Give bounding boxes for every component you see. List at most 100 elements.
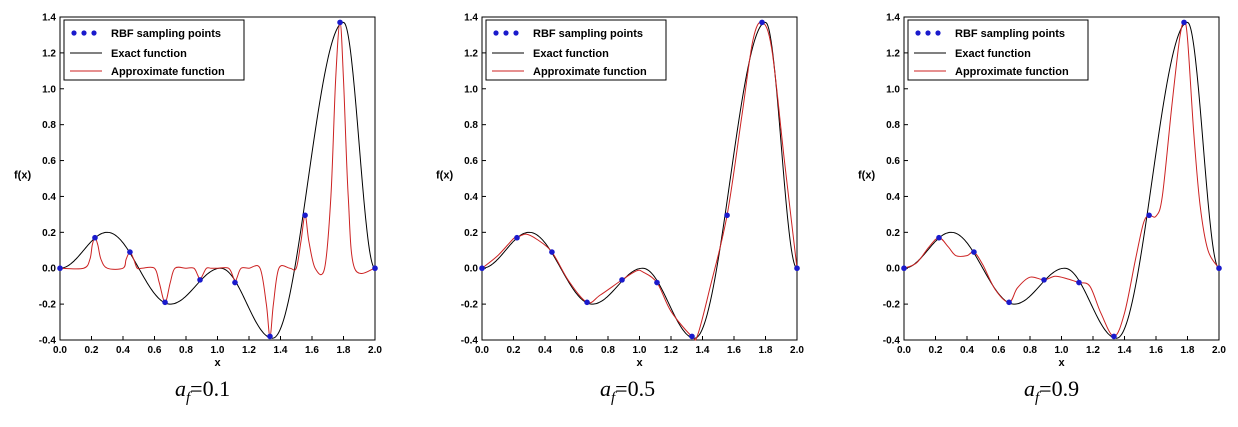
x-tick-label: 1.6 [1149,345,1163,356]
rbf-sampling-point [584,299,590,306]
rbf-sampling-point [1146,212,1152,219]
caption-symbol: a [600,376,611,401]
caption-subscript: f [611,390,616,406]
rbf-sampling-point [1076,279,1082,286]
rbf-sampling-point [127,249,133,255]
y-tick-label: 1.2 [886,48,900,59]
x-tick-label: 2.0 [1212,345,1226,356]
chart-svg-2: 0.0 0.2 0.4 0.6 0.8 1.0 1.2 1.4 1.6 1.8 2.0 -0.4 -0.… [436,13,804,370]
rbf-sampling-point [549,249,555,255]
x-tick-label: 1.0 [633,345,647,356]
x-tick-label: 0.6 [148,345,162,356]
caption-subscript: f [1035,390,1040,406]
rbf-sampling-point [514,234,520,241]
y-tick-label: -0.4 [461,336,479,347]
y-tick-label: -0.4 [883,336,901,347]
x-tick-label: 0.6 [570,345,584,356]
chart-panel-2: 0.0 0.2 0.4 0.6 0.8 1.0 1.2 1.4 1.6 1.8 2.0 -0.4 -0.… [422,0,822,427]
caption-2: af=0.5 [600,376,655,416]
legend-box [907,19,1089,81]
caption-value: =0.9 [1039,376,1080,401]
rbf-sampling-point [479,265,485,272]
caption-1: af=0.1 [175,376,230,416]
x-axis-label: x [214,357,221,369]
rbf-sampling-point [1111,333,1117,340]
y-tick-label: 1.2 [464,48,478,59]
legend-box [485,19,667,81]
rbf-sampling-point [1216,265,1222,272]
x-tick-label: 0.0 [475,345,489,356]
caption-symbol: a [175,376,186,401]
x-tick-label: 2.0 [790,345,804,356]
rbf-sampling-point [971,249,977,255]
legend-box [63,19,245,81]
y-tick-label: -0.2 [883,300,901,311]
y-tick-label: 0.0 [464,264,478,275]
x-tick-label: 1.8 [1181,345,1195,356]
caption-value: =0.5 [615,376,656,401]
x-tick-label: 1.4 [274,345,288,356]
legend-point-marker [935,30,941,36]
rbf-sampling-point [1041,277,1047,283]
rbf-sampling-point [302,212,308,219]
exact-function-line [481,21,798,339]
x-tick-label: 0.8 [1023,345,1037,356]
x-tick-label: 0.4 [960,345,974,356]
legend-point-marker [503,30,509,36]
legend-label-approx: Approximate function [111,66,225,78]
caption-symbol: a [1024,376,1035,401]
y-tick-label: 1.2 [42,48,56,59]
rbf-sampling-point [724,212,730,219]
y-tick-label: 0.6 [464,156,478,167]
x-tick-label: 0.2 [929,345,943,356]
chart-panel-1: 0.0 0.2 0.4 0.6 0.8 1.0 1.2 1.4 1.6 1.8 2.0 -0.4 -0.… [0,0,400,427]
x-tick-label: 0.8 [601,345,615,356]
x-tick-label: 1.2 [1086,345,1100,356]
caption-value: =0.1 [190,376,231,401]
chart-panel-3: 0.0 0.2 0.4 0.6 0.8 1.0 1.2 1.4 1.6 1.8 2.0 -0.4 -0.… [844,0,1238,427]
y-tick-label: 0.0 [42,264,56,275]
exact-function-line [903,21,1220,339]
y-tick-label: 0.0 [886,264,900,275]
legend-label-exact: Exact function [533,48,609,60]
y-tick-label: 0.6 [886,156,900,167]
y-tick-label: 0.8 [886,120,900,131]
rbf-sampling-point [232,279,238,286]
y-tick-label: 1.0 [886,84,900,95]
y-tick-label: 1.4 [42,13,56,24]
legend-label-exact: Exact function [955,48,1031,60]
x-tick-label: 1.2 [242,345,256,356]
rbf-sampling-point [1006,299,1012,306]
x-axis-label: x [1058,357,1065,369]
legend-point-marker [513,30,519,36]
rbf-sampling-point [92,234,98,241]
rbf-sampling-point [267,333,273,340]
approx-function-line [59,21,376,337]
x-tick-label: 1.6 [305,345,319,356]
rbf-sampling-point [197,277,203,283]
x-tick-label: 0.0 [897,345,911,356]
y-tick-label: 0.2 [886,228,900,239]
legend-label-points: RBF sampling points [955,28,1065,40]
x-tick-label: 0.4 [538,345,552,356]
y-tick-label: -0.2 [39,300,57,311]
y-axis-label: f(x) [858,170,875,182]
chart-svg-1: 0.0 0.2 0.4 0.6 0.8 1.0 1.2 1.4 1.6 1.8 2.0 -0.4 -0.… [14,13,382,370]
y-tick-label: 0.8 [464,120,478,131]
rbf-sampling-point [372,265,378,272]
rbf-sampling-point [794,265,800,272]
x-tick-label: 1.8 [337,345,351,356]
rbf-sampling-point [654,279,660,286]
rbf-sampling-point [936,234,942,241]
x-tick-label: 0.8 [179,345,193,356]
legend-label-approx: Approximate function [533,66,647,78]
legend-label-points: RBF sampling points [533,28,643,40]
caption-subscript: f [186,390,191,406]
y-tick-label: 0.2 [464,228,478,239]
x-tick-label: 1.8 [759,345,773,356]
y-tick-label: 0.4 [464,192,478,203]
approx-function-line [481,21,798,341]
x-tick-label: 0.6 [992,345,1006,356]
x-tick-label: 0.2 [507,345,521,356]
x-tick-label: 2.0 [368,345,382,356]
